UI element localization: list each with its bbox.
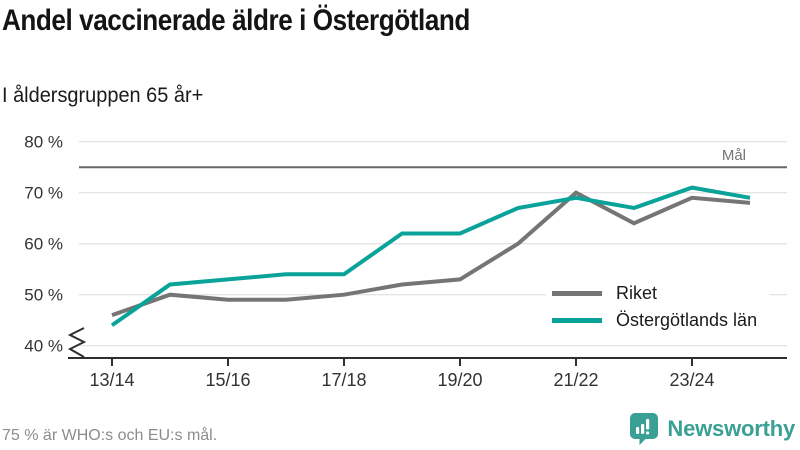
brand-name: Newsworthy — [667, 415, 795, 441]
x-axis-tick-label: 15/16 — [205, 370, 250, 390]
goal-label: Mål — [722, 147, 746, 164]
axis-break-icon — [67, 327, 87, 358]
chart-subtitle: I åldersgruppen 65 år+ — [2, 84, 204, 107]
x-axis-tick-label: 19/20 — [437, 370, 482, 390]
newsworthy-logo-icon — [630, 413, 659, 445]
newsworthy-brand: Newsworthy — [628, 412, 795, 445]
x-axis-tick-label: 21/22 — [553, 370, 598, 390]
x-axis-tick-label: 23/24 — [669, 370, 714, 390]
y-axis-tick-label: 70 % — [24, 184, 63, 203]
y-axis-tick-label: 60 % — [24, 235, 63, 254]
chart-legend: Riket Östergötlands län — [546, 280, 770, 333]
legend-swatch-riket — [552, 290, 602, 296]
y-axis-tick-label: 40 % — [24, 337, 63, 356]
x-axis-tick-label: 17/18 — [321, 370, 366, 390]
x-axis-tick-label: 13/14 — [89, 370, 134, 390]
legend-item-riket: Riket — [552, 283, 757, 303]
legend-label-riket: Riket — [616, 282, 658, 303]
y-axis-tick-label: 50 % — [24, 286, 63, 305]
y-axis-tick-label: 80 % — [24, 133, 63, 152]
legend-item-ostergotland: Östergötlands län — [552, 310, 757, 330]
footnote: 75 % är WHO:s och EU:s mål. — [2, 427, 218, 444]
legend-swatch-ostergotland — [552, 317, 602, 323]
series-line-ostergotland — [110, 185, 751, 327]
series-line-riket — [111, 190, 751, 317]
legend-label-ostergotland: Östergötlands län — [616, 309, 758, 330]
chart-title: Andel vaccinerade äldre i Östergötland — [2, 4, 470, 37]
